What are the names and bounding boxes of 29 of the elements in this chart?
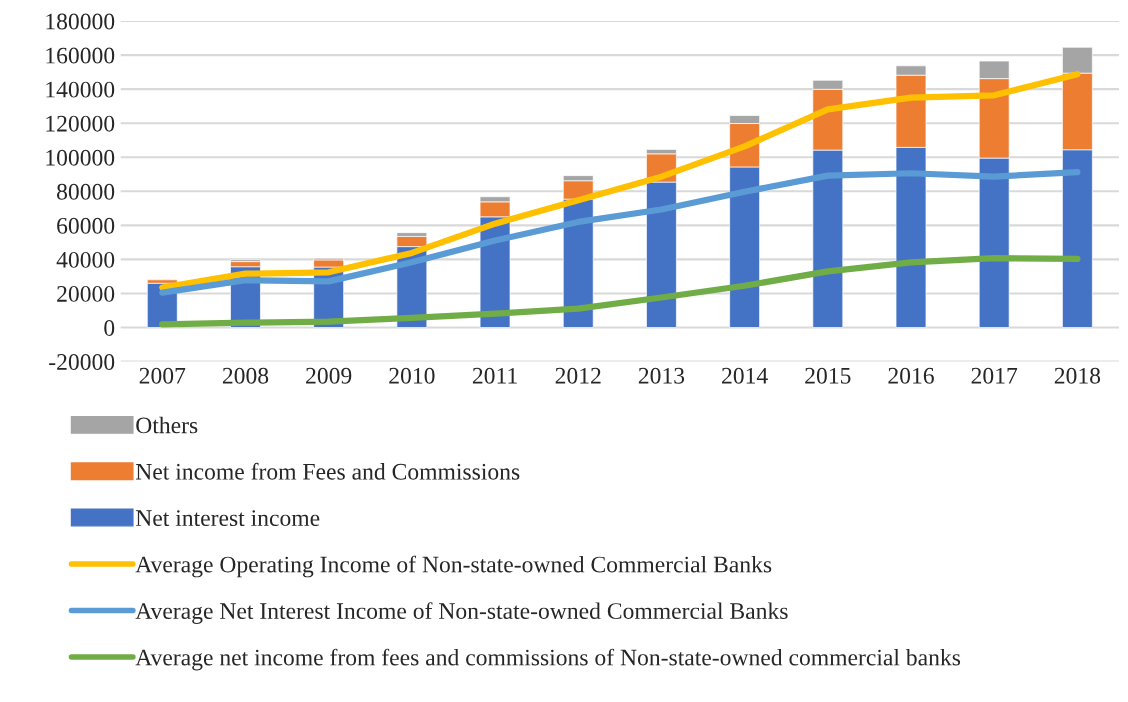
y-tick-label: 160000 <box>46 47 115 64</box>
y-tick-label: -20000 <box>49 354 115 370</box>
x-tick-label: 2014 <box>722 367 768 384</box>
y-tick-label: 180000 <box>46 13 115 30</box>
y-tick-label: 120000 <box>46 115 115 132</box>
x-tick-label: 2012 <box>555 367 601 384</box>
x-tick-label: 2007 <box>139 367 186 384</box>
y-tick-label: 140000 <box>46 81 115 98</box>
legend-label: Average Operating Income of Non-state-owned Commercial Banks <box>135 555 772 578</box>
y-tick-label: 40000 <box>56 251 115 268</box>
y-tick-label: 100000 <box>46 149 115 166</box>
x-tick-label: 2018 <box>1054 367 1101 384</box>
y-tick-label: 60000 <box>57 217 115 234</box>
legend-label: Net income from Fees and Commissions <box>135 462 520 480</box>
y-tick-label: 80000 <box>57 183 115 200</box>
y-tick-label: 0 <box>104 319 115 336</box>
x-tick-label: 2016 <box>888 367 934 384</box>
y-tick-label: 20000 <box>57 285 115 302</box>
x-tick-label: 2011 <box>472 367 517 384</box>
x-tick-label: 2009 <box>306 367 352 384</box>
legend-label: Average net income from fees and commissions of Non-state-owned commercial banks <box>135 648 961 671</box>
x-tick-label: 2013 <box>638 367 685 384</box>
legend-label: Net interest income <box>135 510 320 527</box>
x-tick-label: 2015 <box>805 367 851 384</box>
x-tick-label: 2017 <box>971 367 1018 384</box>
legend-label: Others <box>136 416 198 434</box>
x-tick-label: 2010 <box>389 367 435 384</box>
legend-label: Average Net Interest Income of Non-state-owned Commercial Banks <box>135 602 788 624</box>
x-tick-label: 2008 <box>222 367 269 384</box>
